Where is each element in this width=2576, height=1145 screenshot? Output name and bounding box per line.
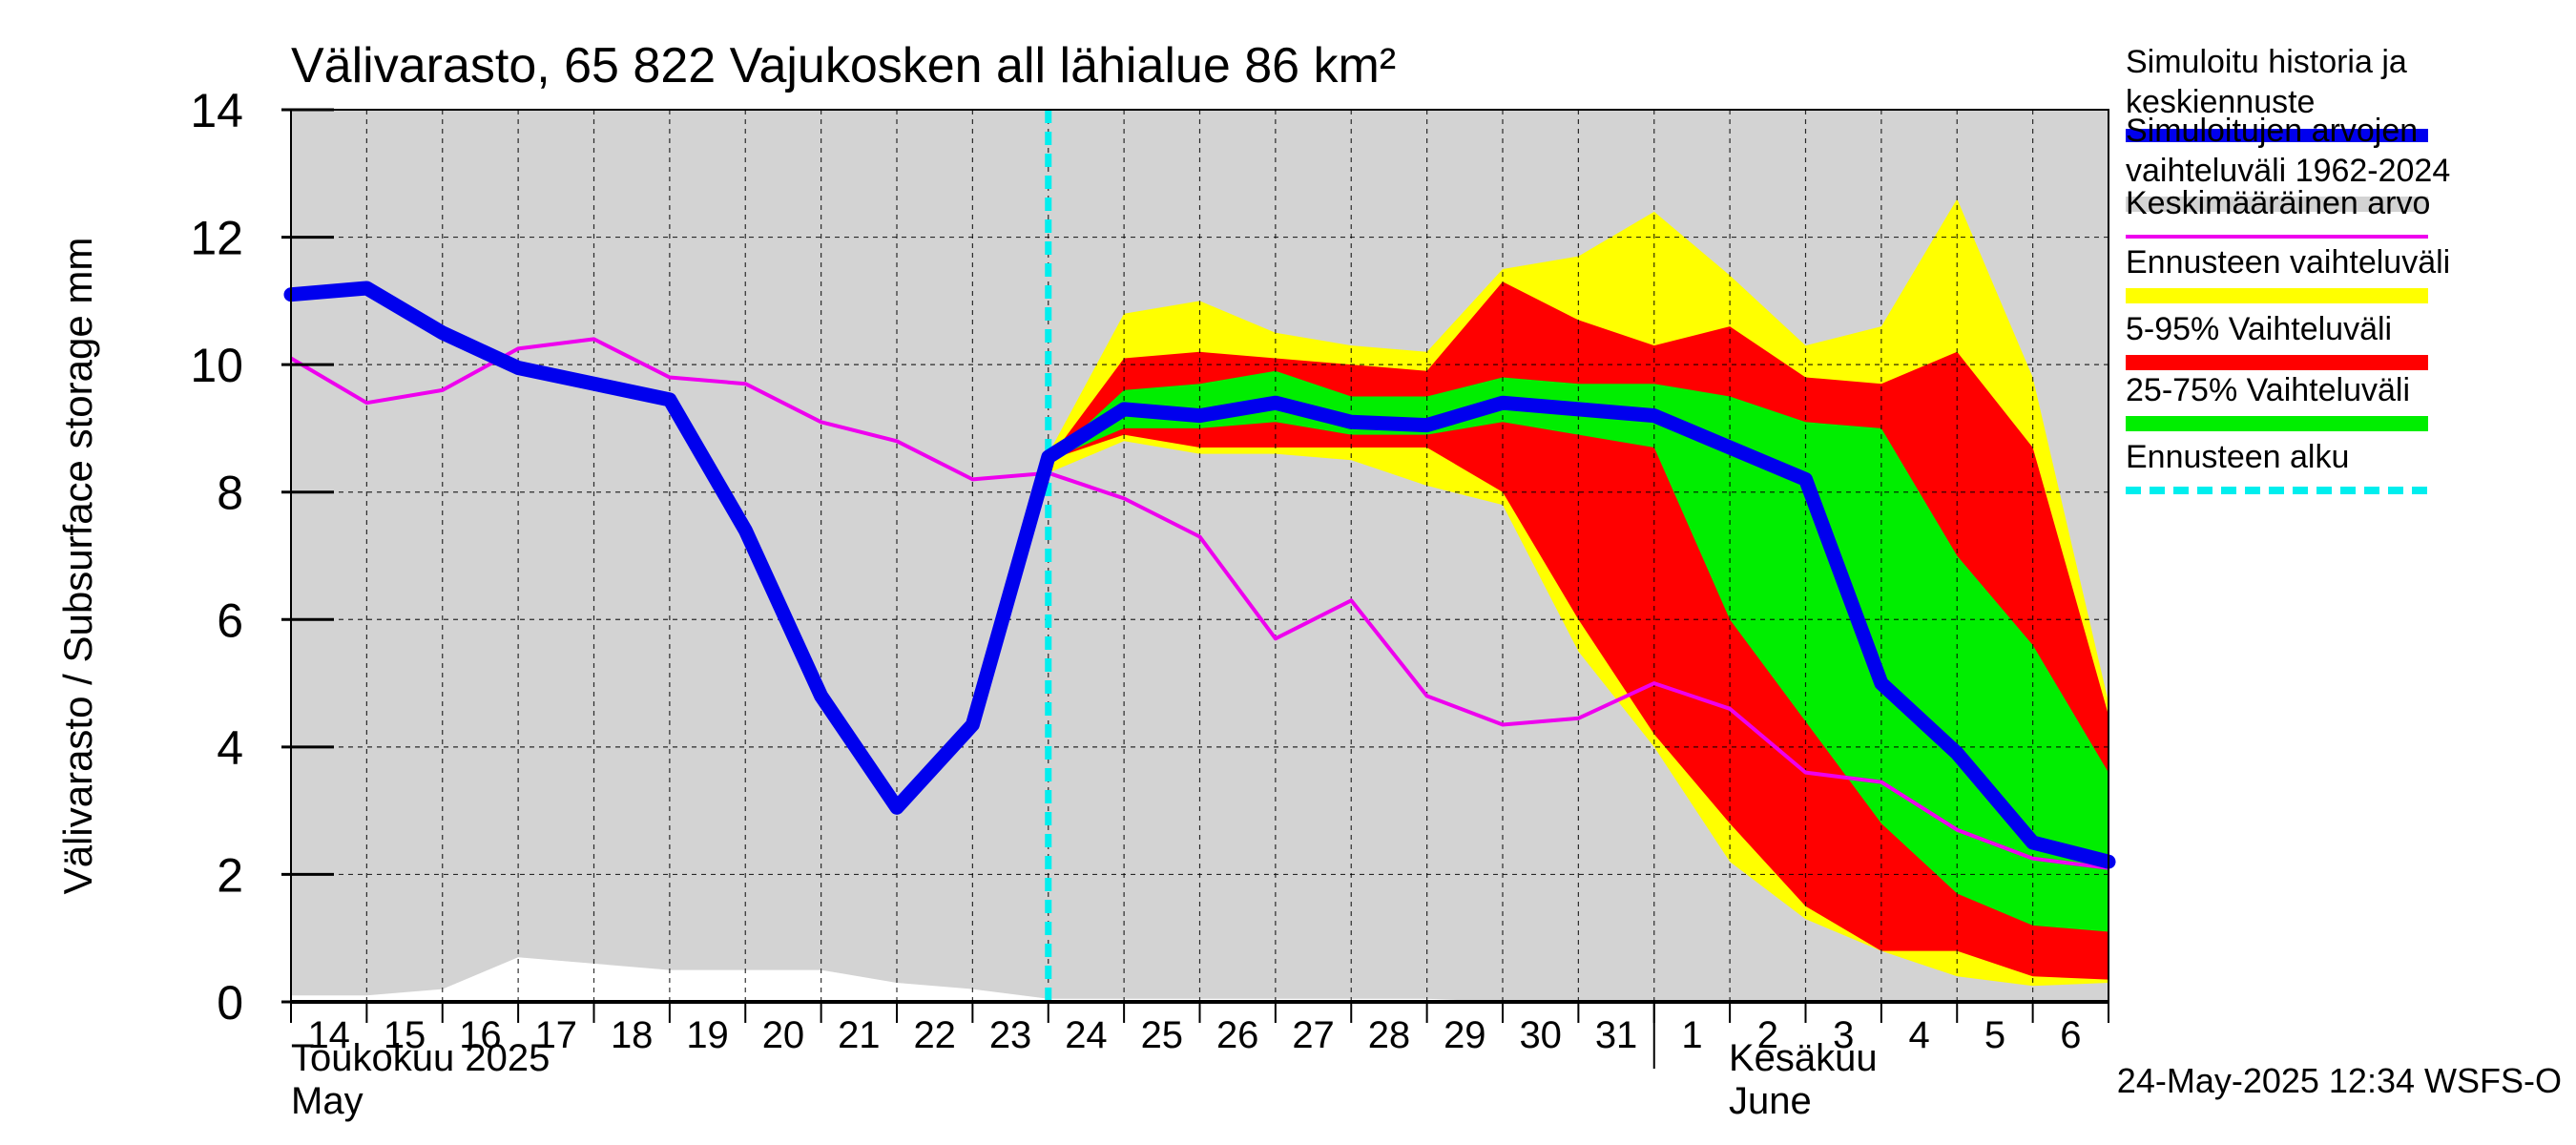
x-tick-label: 16 — [459, 1014, 502, 1056]
x-tick-label: 28 — [1368, 1014, 1411, 1056]
y-tick-label: 0 — [217, 976, 243, 1030]
x-tick-label: 29 — [1444, 1014, 1486, 1056]
legend-label: keskiennuste — [2126, 84, 2315, 120]
x-tick-label: 2 — [1757, 1014, 1778, 1056]
x-tick-label: 19 — [686, 1014, 729, 1056]
x-tick-label: 31 — [1595, 1014, 1638, 1056]
x-tick-label: 15 — [384, 1014, 426, 1056]
y-axis-ticks: 0 2 4 6 8 10 12 14 — [190, 84, 334, 1030]
legend-label: vaihteluväli 1962-2024 — [2126, 153, 2450, 189]
month-label-june-fi: Kesäkuu — [1729, 1037, 1878, 1079]
x-tick-label: 18 — [611, 1014, 654, 1056]
y-tick-label: 4 — [217, 721, 243, 775]
month-label-june-en: June — [1729, 1080, 1812, 1122]
y-tick-label: 10 — [190, 339, 243, 392]
y-axis-label: Välivarasto / Subsurface storage mm — [55, 238, 100, 895]
x-tick-label: 25 — [1141, 1014, 1184, 1056]
x-tick-label: 24 — [1065, 1014, 1108, 1056]
x-tick-label: 14 — [307, 1014, 350, 1056]
y-tick-label: 6 — [217, 593, 243, 647]
x-tick-label: 5 — [1984, 1014, 2005, 1056]
legend-label: Keskimääräinen arvo — [2126, 185, 2430, 221]
x-tick-label: 1 — [1681, 1014, 1702, 1056]
legend-label: Simuloitujen arvojen — [2126, 113, 2418, 149]
footer-timestamp: 24-May-2025 12:34 WSFS-O — [2117, 1061, 2562, 1100]
legend-swatch — [2126, 416, 2428, 431]
legend-label: Ennusteen vaihteluväli — [2126, 244, 2450, 281]
x-tick-label: 21 — [838, 1014, 881, 1056]
month-label-may-fi: Toukokuu 2025 — [291, 1037, 550, 1079]
legend-label: 5-95% Vaihteluväli — [2126, 311, 2392, 347]
legend-swatch — [2126, 355, 2428, 370]
y-tick-label: 2 — [217, 848, 243, 902]
x-tick-label: 22 — [913, 1014, 956, 1056]
y-tick-label: 14 — [190, 84, 243, 137]
legend-swatch — [2126, 197, 2428, 212]
x-tick-label: 30 — [1519, 1014, 1562, 1056]
legend-label: Simuloitu historia ja — [2126, 44, 2407, 80]
x-tick-label: 6 — [2060, 1014, 2081, 1056]
legend-label: Ennusteen alku — [2126, 439, 2349, 475]
chart-title: Välivarasto, 65 822 Vajukosken all lähia… — [291, 38, 1396, 94]
x-tick-label: 26 — [1216, 1014, 1259, 1056]
y-tick-label: 8 — [217, 467, 243, 520]
month-label-may-en: May — [291, 1080, 364, 1122]
plot-area — [283, 109, 2116, 1004]
x-tick-label: 23 — [989, 1014, 1032, 1056]
legend-swatch — [2126, 288, 2428, 303]
history-forecast-line — [283, 281, 2116, 869]
x-tick-label: 17 — [535, 1014, 578, 1056]
p25-75-band — [1048, 370, 2109, 932]
x-tick-label: 20 — [762, 1014, 805, 1056]
legend-label: 25-75% Vaihteluväli — [2126, 372, 2410, 408]
x-tick-label: 3 — [1833, 1014, 1854, 1056]
x-axis-ticks: 14 15 16 17 18 19 20 21 22 23 24 25 26 27 28 29 30 31 1 2 3 4… — [290, 1002, 2109, 1069]
mean-line — [289, 337, 2109, 870]
y-tick-label: 12 — [190, 212, 243, 265]
x-tick-label: 27 — [1292, 1014, 1335, 1056]
x-tick-label: 4 — [1908, 1014, 1929, 1056]
legend: Simuloitu historia ja keskiennusteSimuloi… — [2126, 44, 2450, 494]
